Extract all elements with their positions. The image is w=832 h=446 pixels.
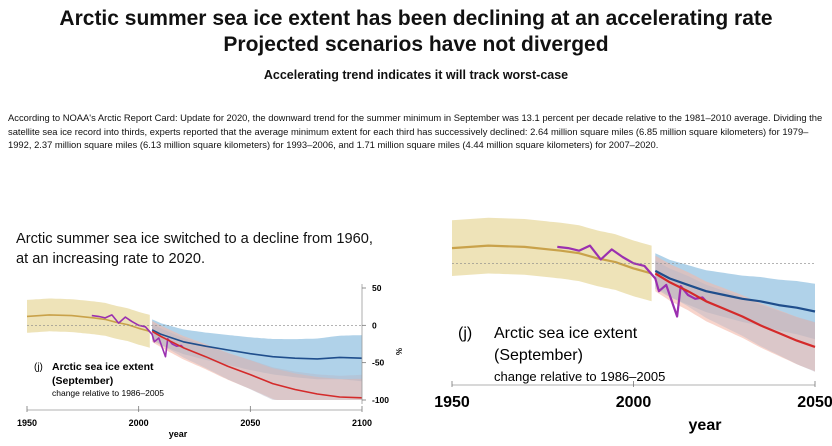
l-rcp-low-band: [152, 319, 362, 382]
l-series-historical: [26, 314, 151, 333]
left-caption-line1: Arctic summer sea ice switched to a decl…: [16, 231, 373, 247]
r-series-historical: [451, 244, 652, 275]
r-series-rcp-low: [654, 269, 816, 313]
right-legend-subtitle: change relative to 1986–2005: [494, 369, 665, 384]
right-legend-title: Arctic sea ice extent: [494, 325, 638, 342]
left-chart-series: [26, 314, 363, 399]
l-rcp-high-band: [152, 320, 362, 400]
l-x-tick-label: 1950: [17, 418, 37, 428]
l-x-tick-label: 2050: [240, 418, 260, 428]
l-historical-band: [27, 298, 150, 348]
l-overlap-band: [152, 323, 362, 400]
right-legend-title2: (September): [494, 347, 583, 364]
l-series-observed: [91, 314, 184, 358]
left-legend-subtitle: change relative to 1986–2005: [52, 388, 164, 398]
r-x-tick-label: 1950: [434, 394, 470, 411]
right-panel-label: (j): [458, 325, 472, 342]
r-series-rcp-high: [654, 272, 816, 348]
left-chart-axes: 1950 2000 2050 2100 year 50 0 -50 -100%: [17, 283, 403, 439]
left-panel-label: (j): [34, 362, 43, 373]
right-chart-series: [451, 244, 816, 348]
source-paragraph: According to NOAA's Arctic Report Card: …: [8, 112, 823, 151]
right-chart-axes: 1950 2000 2050 year: [434, 263, 832, 434]
l-series-rcp-low: [151, 329, 363, 360]
left-caption-line2: at an increasing rate to 2020.: [16, 251, 206, 267]
left-caption: Arctic summer sea ice switched to a decl…: [16, 229, 373, 269]
page-subtitle: Accelerating trend indicates it will tra…: [263, 68, 569, 82]
right-chart-legend: (j) Arctic sea ice extent (September) ch…: [458, 325, 665, 384]
r-x-axis-label: year: [689, 417, 722, 434]
l-y-axis-label: %: [394, 348, 403, 355]
r-x-tick-label: 2050: [797, 394, 832, 411]
l-x-tick-label: 2000: [129, 418, 149, 428]
r-historical-band: [452, 217, 652, 302]
l-y-tick-label: -50: [372, 358, 385, 368]
left-chart-bands: [27, 298, 362, 400]
l-series-rcp-high: [151, 330, 363, 399]
left-legend-title2: (September): [52, 375, 113, 387]
r-series-observed: [557, 244, 707, 318]
l-y-tick-label: 0: [372, 320, 377, 330]
l-y-tick-label: 50: [372, 283, 382, 293]
l-x-tick-label: 2100: [352, 418, 372, 428]
left-chart-legend: (j) Arctic sea ice extent (September) ch…: [34, 361, 164, 398]
r-x-tick-label: 2000: [616, 394, 652, 411]
page-title-line1: Arctic summer sea ice extent has been de…: [59, 7, 773, 30]
left-legend-title: Arctic sea ice extent: [52, 361, 154, 373]
l-x-axis-label: year: [169, 429, 188, 439]
l-y-tick-label: -100: [372, 395, 389, 405]
page-title-line2: Projected scenarios have not diverged: [223, 33, 609, 56]
